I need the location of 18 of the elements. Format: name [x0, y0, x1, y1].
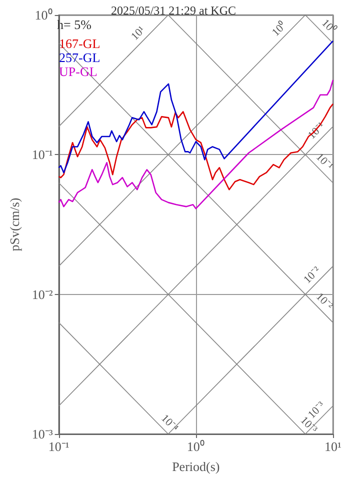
y-tick-label: 10⁻¹ — [32, 147, 53, 162]
x-tick-label: 10⁻¹ — [48, 439, 70, 454]
annotation: 10¹ — [128, 24, 148, 43]
annotation: 10⁰ — [269, 19, 289, 39]
y-axis-title: pSv(cm/s) — [7, 198, 22, 252]
chart-title: 2025/05/31 21:29 at KGC — [111, 4, 236, 18]
x-tick-label: 10⁰ — [186, 439, 205, 454]
x-axis-title: Period(s) — [172, 459, 220, 474]
annotation: 10⁻¹ — [314, 151, 335, 173]
y-tick-label: 10⁻³ — [32, 426, 53, 442]
x-tick-label: 10¹ — [324, 439, 342, 454]
annotation: 10⁻⁴ — [158, 412, 180, 434]
annotation: 10⁻² — [314, 290, 336, 313]
annotation: 10⁻² — [302, 264, 324, 286]
y-tick-label: 10⁰ — [34, 8, 53, 22]
y-tick-label: 10⁻² — [32, 286, 53, 302]
annotation: 10⁰ — [319, 16, 339, 36]
text: 167-GL — [59, 36, 100, 51]
